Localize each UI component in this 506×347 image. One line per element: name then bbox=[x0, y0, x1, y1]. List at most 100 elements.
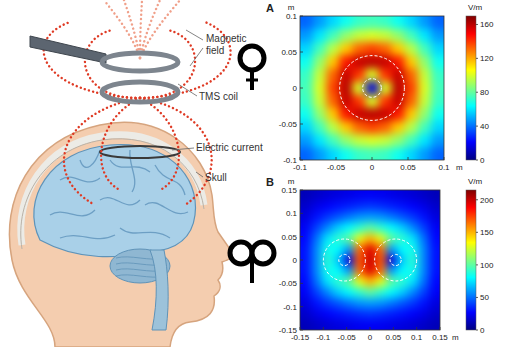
label-line: field bbox=[206, 45, 224, 56]
heatmap-cell bbox=[332, 287, 343, 298]
heatmap-cell bbox=[326, 134, 340, 148]
brain-fold bbox=[155, 165, 185, 195]
y-tick bbox=[300, 16, 303, 17]
heatmap-cell bbox=[311, 233, 322, 244]
y-tick-label: 0.1 bbox=[286, 209, 298, 218]
heatmap-cell bbox=[352, 134, 366, 148]
heatmap-cell bbox=[429, 212, 440, 223]
heatmap-cell bbox=[339, 68, 353, 82]
heatmap-cell bbox=[397, 244, 408, 255]
heatmap-cell bbox=[354, 298, 365, 309]
heatmap-cell bbox=[418, 16, 432, 30]
current-loop bbox=[100, 146, 180, 158]
colorbar-tick-label: 0 bbox=[480, 326, 485, 335]
heatmap-cell bbox=[418, 121, 432, 135]
heatmap-cell bbox=[386, 222, 397, 233]
heatmap-cell bbox=[343, 265, 354, 276]
heatmap-cell bbox=[339, 55, 353, 69]
heatmap-cell bbox=[365, 276, 376, 287]
heatmap-cell bbox=[300, 68, 314, 82]
heatmap-cell bbox=[300, 147, 314, 160]
heatmap-cell bbox=[339, 121, 353, 135]
y-tick-label: 0.05 bbox=[281, 233, 297, 242]
heatmap-cell bbox=[375, 222, 386, 233]
x-tick-label: 0.1 bbox=[438, 163, 450, 172]
x-tick bbox=[300, 157, 301, 160]
heatmap-cell bbox=[326, 16, 340, 30]
heatmap-cell bbox=[429, 190, 440, 201]
heatmap-cell bbox=[392, 147, 406, 160]
heatmap-cell bbox=[313, 147, 327, 160]
x-tick bbox=[370, 327, 371, 330]
heatmap-cell bbox=[326, 68, 340, 82]
heatmap-cell bbox=[326, 95, 340, 109]
heatmap-cell bbox=[365, 244, 376, 255]
y-tick bbox=[300, 88, 303, 89]
heatmap-cell bbox=[431, 147, 444, 160]
colorbar-tick-label: 50 bbox=[480, 293, 489, 302]
heatmap-cell bbox=[300, 308, 311, 319]
heatmap-cell bbox=[397, 190, 408, 201]
brain-fold bbox=[120, 228, 170, 238]
colorbar-tick bbox=[476, 160, 478, 161]
x-tick bbox=[408, 157, 409, 160]
heatmap-cell bbox=[431, 81, 444, 95]
heatmap-cell bbox=[408, 233, 419, 244]
y-tick-label: -0.05 bbox=[279, 279, 298, 288]
heatmap-cell bbox=[343, 222, 354, 233]
heatmap-cell bbox=[375, 298, 386, 309]
heatmap-cell bbox=[431, 55, 444, 69]
heatmap-cell bbox=[300, 190, 311, 201]
heatmap-cells bbox=[300, 190, 440, 330]
field-line bbox=[124, 0, 140, 58]
heatmap-cell bbox=[365, 42, 379, 56]
heatmap-cell bbox=[354, 212, 365, 223]
heatmap-cell bbox=[332, 265, 343, 276]
heatmap-cell bbox=[397, 222, 408, 233]
heatmap-cell bbox=[352, 16, 366, 30]
heatmap-cell bbox=[408, 255, 419, 266]
colorbar-tick-label: 150 bbox=[480, 228, 494, 237]
coil-outline bbox=[340, 56, 405, 121]
heatmap-cell bbox=[311, 222, 322, 233]
heatmap-cell bbox=[429, 255, 440, 266]
heatmap-cell bbox=[418, 29, 432, 43]
heatmap-cell bbox=[405, 81, 419, 95]
colorbar-tick bbox=[476, 330, 478, 331]
heatmap-cell bbox=[386, 287, 397, 298]
y-tick-label: -0.15 bbox=[279, 326, 298, 335]
heatmap-cell bbox=[332, 244, 343, 255]
y-tick bbox=[300, 160, 303, 161]
x-tick-label: 0.05 bbox=[400, 163, 416, 172]
colorbar-label: V/m bbox=[468, 3, 483, 12]
heatmap-cell bbox=[397, 298, 408, 309]
heatmap-cell bbox=[408, 298, 419, 309]
y-tick bbox=[300, 124, 303, 125]
heatmap-cell bbox=[354, 287, 365, 298]
heatmap-cell bbox=[418, 81, 432, 95]
heatmap-cell bbox=[322, 222, 333, 233]
heatmap-cell bbox=[300, 121, 314, 135]
heatmap-cell bbox=[405, 121, 419, 135]
heatmap-cell bbox=[339, 42, 353, 56]
heatmap-cell bbox=[405, 29, 419, 43]
colorbar-tick bbox=[476, 126, 478, 127]
heatmap-cell bbox=[300, 287, 311, 298]
heatmap-cell bbox=[311, 265, 322, 276]
heatmap-cell bbox=[313, 16, 327, 30]
heatmap-cell bbox=[365, 95, 379, 109]
x-tick bbox=[300, 327, 301, 330]
y-tick-label: -0.05 bbox=[279, 120, 298, 129]
heatmap-cell bbox=[408, 319, 419, 330]
icon-ring bbox=[252, 242, 274, 264]
heatmap-cell bbox=[313, 68, 327, 82]
heatmap-cell bbox=[375, 201, 386, 212]
heatmap-cell bbox=[397, 287, 408, 298]
heatmap-cell bbox=[322, 244, 333, 255]
y-tick-label: 0.1 bbox=[286, 12, 298, 21]
heatmap-cell bbox=[343, 298, 354, 309]
label-line: Electric current bbox=[196, 142, 263, 153]
field-line bbox=[140, 30, 195, 98]
heatmap-cell bbox=[397, 212, 408, 223]
heatmap-cell bbox=[418, 42, 432, 56]
